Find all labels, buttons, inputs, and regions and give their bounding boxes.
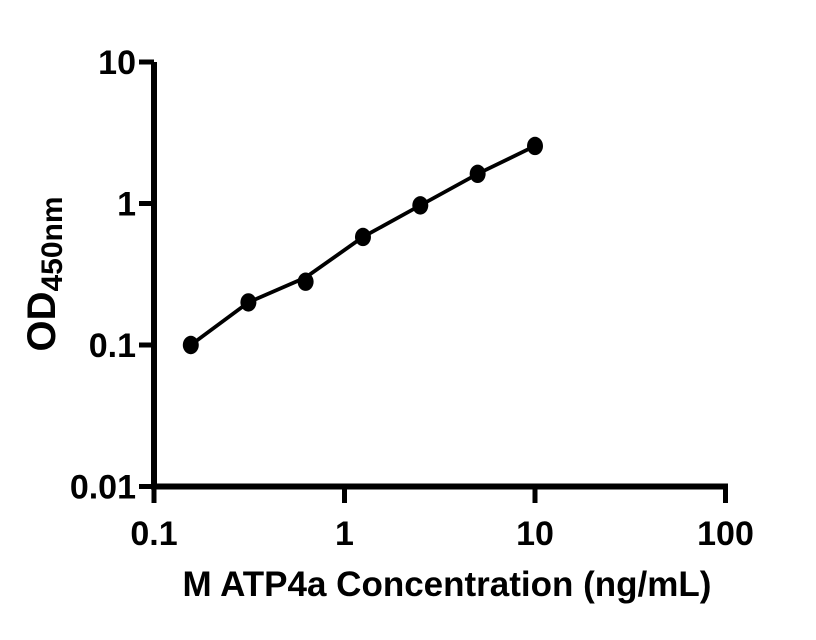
y-tick-label-1: 1 [117,186,136,224]
data-point-5 [412,196,429,215]
data-point-6 [469,164,486,184]
y-tick-label-0.01: 0.01 [70,469,136,507]
data-point-1 [182,335,199,355]
y-axis-title: OD450nm [20,174,69,374]
x-tick-label-10: 10 [516,515,554,553]
y-tick-label-0.1: 0.1 [89,327,136,365]
x-tick-label-100: 100 [697,515,754,553]
y-axis-title-subscript: 450nm [36,196,69,292]
data-point-3 [297,272,314,291]
y-tick-label-10: 10 [98,44,136,82]
data-point-2 [240,293,257,312]
y-axis-title-main: OD [20,291,64,352]
x-tick-label-1: 1 [335,515,354,553]
data-point-7 [527,136,543,156]
x-tick-label-0.1: 0.1 [130,515,177,553]
data-point-4 [354,227,371,247]
x-axis-title: M ATP4a Concentration (ng/mL) [182,565,712,604]
